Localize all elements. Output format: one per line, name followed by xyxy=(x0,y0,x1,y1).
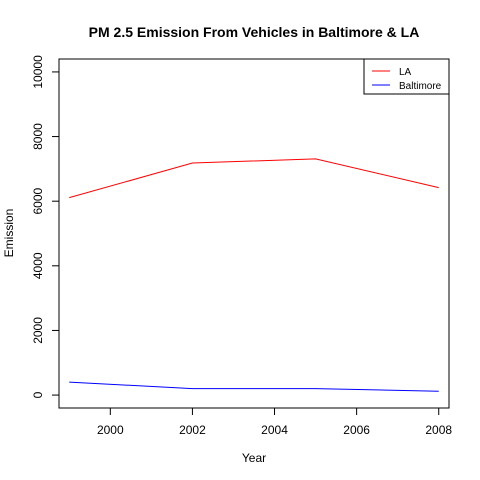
x-tick-label: 2006 xyxy=(343,423,370,437)
x-tick-label: 2002 xyxy=(179,423,206,437)
x-tick-label: 2008 xyxy=(425,423,452,437)
legend-label: Baltimore xyxy=(399,81,442,92)
x-tick-label: 2000 xyxy=(97,423,124,437)
chart-legend: LA Baltimore xyxy=(363,58,450,95)
series-line-baltimore xyxy=(69,381,439,392)
y-tick-label: 10000 xyxy=(31,55,45,89)
x-tick-label: 2004 xyxy=(261,423,288,437)
legend-label: LA xyxy=(399,67,412,78)
y-axis: 0 2000 4000 6000 8000 10000 xyxy=(31,55,59,398)
chart-title: PM 2.5 Emission From Vehicles in Baltimo… xyxy=(89,24,420,40)
y-tick-label: 4000 xyxy=(31,252,45,279)
series-line-la xyxy=(69,158,439,199)
y-tick-label: 8000 xyxy=(31,123,45,150)
y-axis-label: Emission xyxy=(2,209,16,258)
y-tick-label: 2000 xyxy=(31,317,45,344)
y-tick-label: 6000 xyxy=(31,188,45,215)
legend-box xyxy=(363,58,450,95)
y-tick-label: 0 xyxy=(31,391,45,398)
x-axis-label: Year xyxy=(242,451,266,465)
plot-area-frame xyxy=(58,58,450,409)
x-axis: 2000 2002 2004 2006 2008 xyxy=(97,408,452,437)
series-layer xyxy=(69,158,439,392)
